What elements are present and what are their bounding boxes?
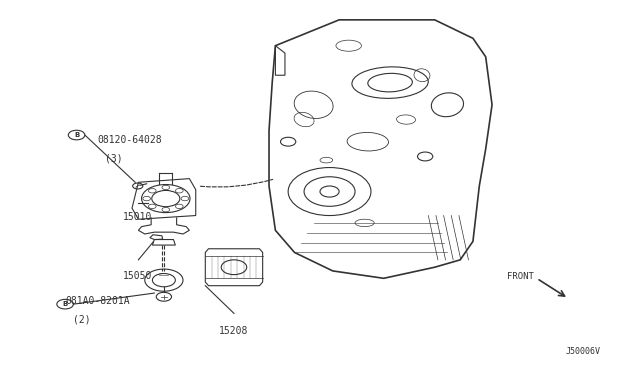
Text: J50006V: J50006V	[565, 347, 600, 356]
Text: 15010: 15010	[122, 212, 152, 222]
Text: B: B	[63, 301, 68, 307]
Text: (2): (2)	[74, 314, 91, 324]
Text: 081A0-8201A: 081A0-8201A	[65, 296, 130, 306]
Text: 15208: 15208	[220, 326, 249, 336]
Text: FRONT: FRONT	[507, 272, 534, 281]
Text: B: B	[74, 132, 79, 138]
Text: (3): (3)	[105, 154, 123, 164]
Text: 15050: 15050	[122, 272, 152, 282]
Text: 08120-64028: 08120-64028	[97, 135, 161, 145]
